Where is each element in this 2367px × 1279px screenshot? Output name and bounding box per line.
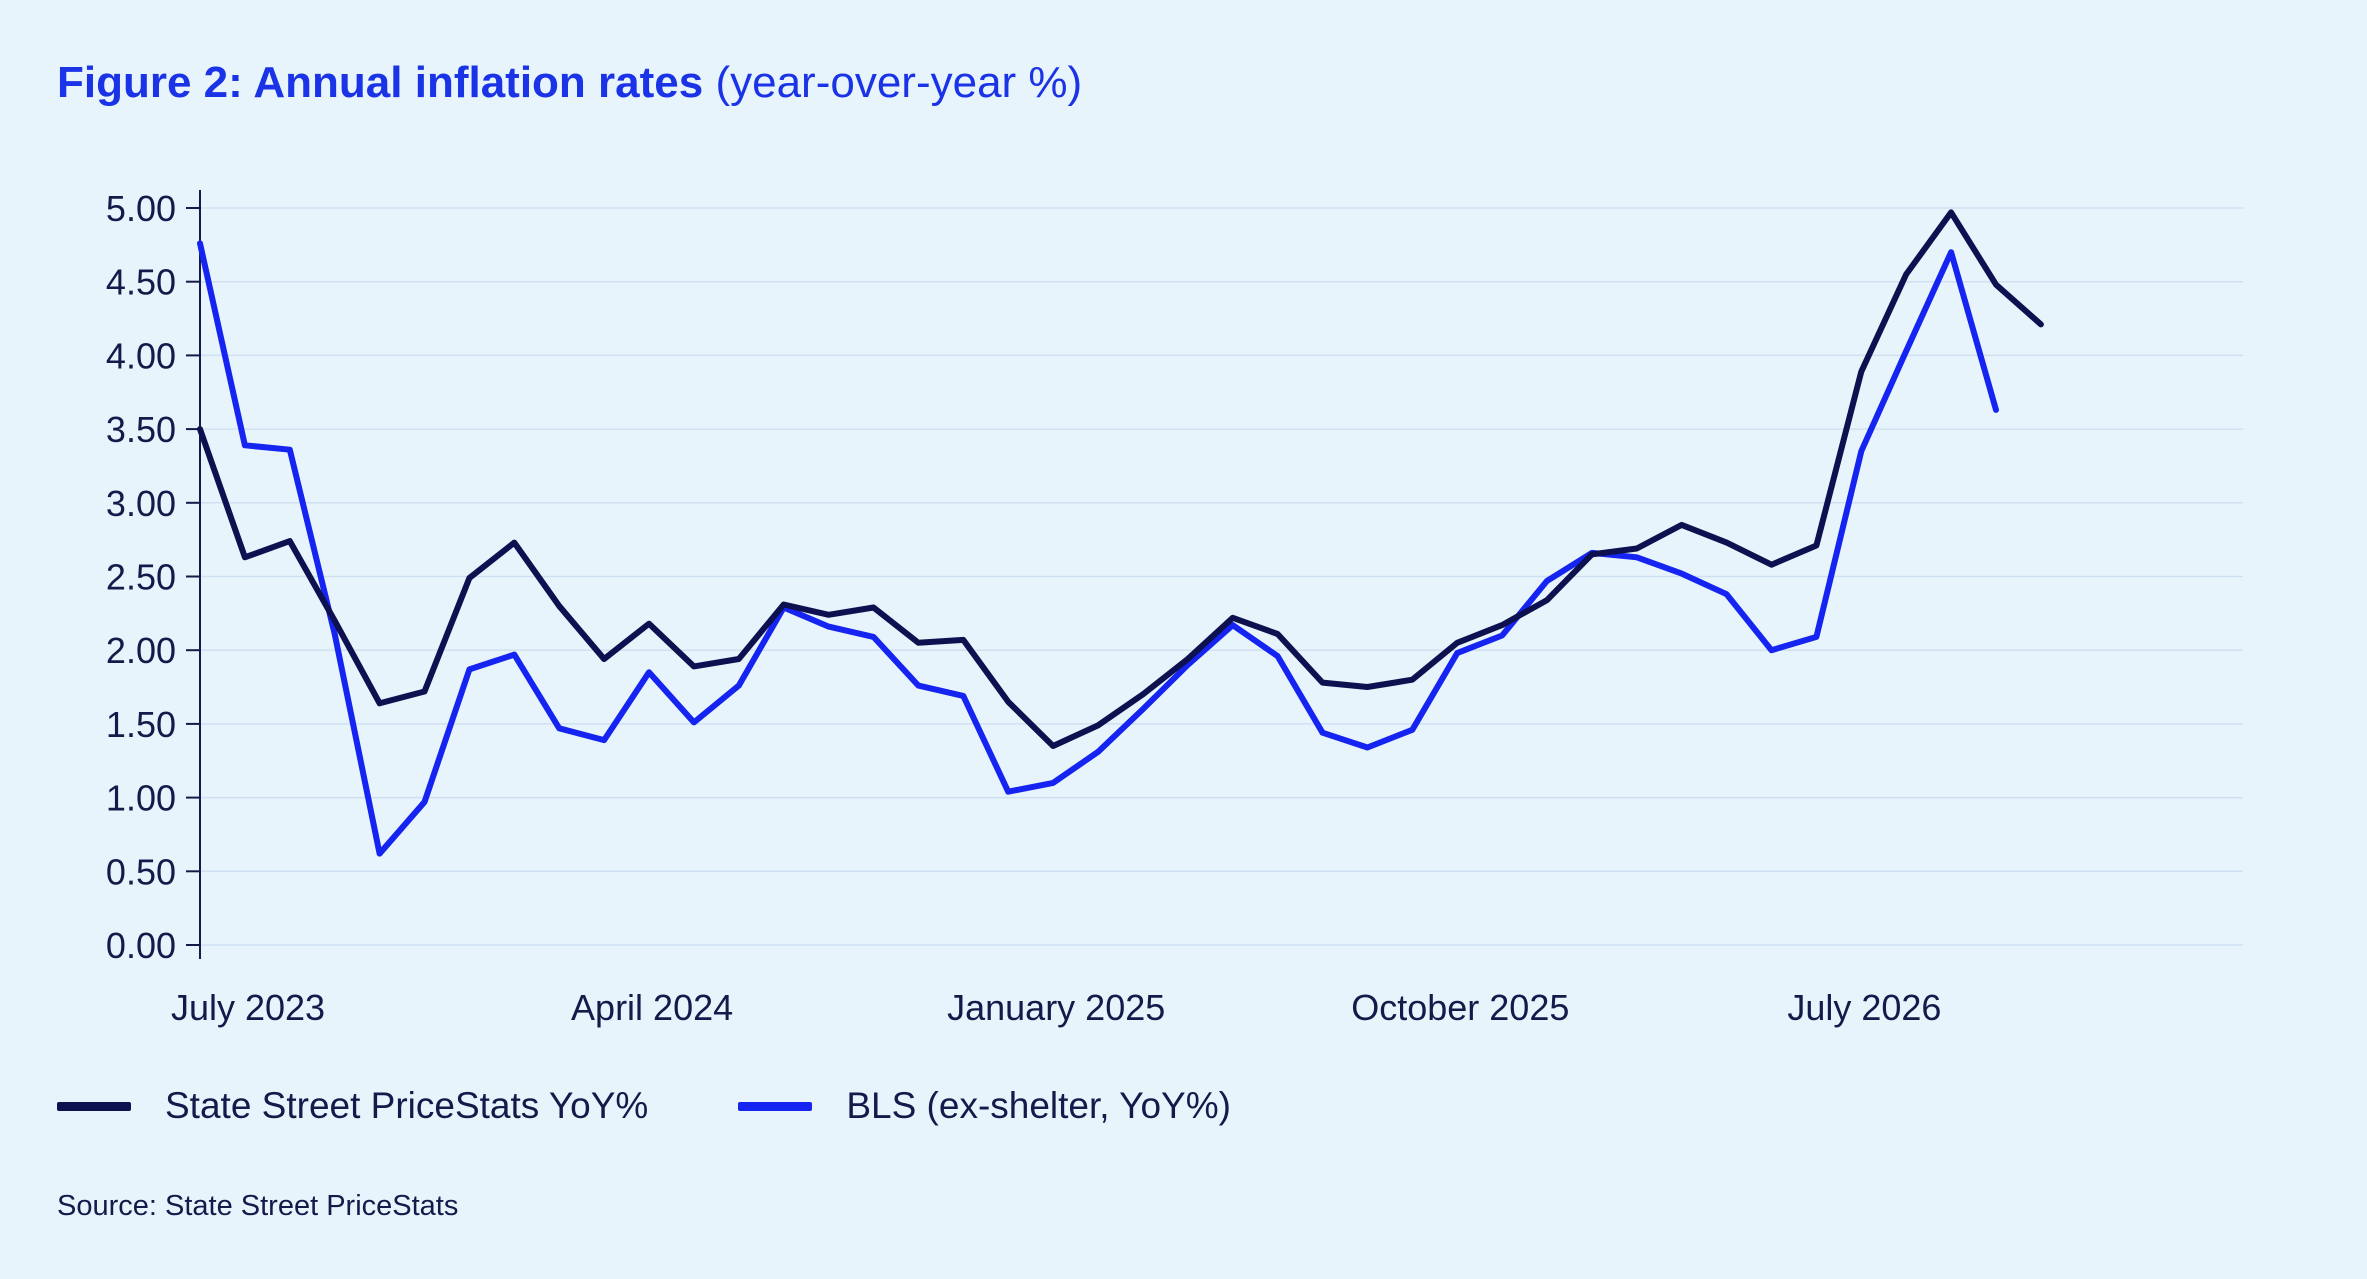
legend-swatch-bls — [738, 1101, 813, 1111]
x-tick-label: July 2023 — [171, 987, 325, 1028]
series-line-bls — [197, 240, 1999, 857]
x-tick-label: April 2024 — [571, 987, 733, 1028]
x-tick-label: July 2026 — [1787, 987, 1941, 1028]
chart-title-main: Figure 2: Annual inflation rates — [57, 58, 704, 107]
y-tick-label: 3.00 — [106, 483, 176, 524]
y-tick-label: 4.50 — [106, 262, 176, 303]
legend-item-pricestats: State Street PriceStats YoY% — [57, 1085, 648, 1127]
chart-title: Figure 2: Annual inflation rates (year-o… — [57, 58, 1082, 108]
x-tick-label: October 2025 — [1351, 987, 1569, 1028]
y-tick-label: 1.50 — [106, 704, 176, 745]
y-tick-label: 1.00 — [106, 778, 176, 819]
x-tick-label: January 2025 — [947, 987, 1165, 1028]
y-tick-label: 3.50 — [106, 409, 176, 450]
legend: State Street PriceStats YoY% BLS (ex-she… — [57, 1085, 1321, 1127]
y-tick-label: 5.00 — [106, 188, 176, 229]
legend-label-bls: BLS (ex-shelter, YoY%) — [846, 1085, 1231, 1126]
y-tick-label: 2.00 — [106, 630, 176, 671]
source-note: Source: State Street PriceStats — [57, 1190, 459, 1222]
legend-swatch-pricestats — [57, 1101, 131, 1111]
y-tick-label: 0.00 — [106, 925, 176, 966]
series-line-pricestats — [197, 209, 2044, 749]
chart-title-units: (year-over-year %) — [715, 58, 1083, 107]
y-tick-label: 0.50 — [106, 851, 176, 892]
legend-label-pricestats: State Street PriceStats YoY% — [165, 1085, 649, 1126]
line-chart: 0.00 0.50 1.00 1.50 2.00 2.50 3.00 3.50 4.00 4.50… — [106, 188, 2243, 1028]
y-tick-label: 4.00 — [106, 335, 176, 376]
y-tick-label: 2.50 — [106, 557, 176, 598]
legend-item-bls: BLS (ex-shelter, YoY%) — [738, 1085, 1231, 1127]
